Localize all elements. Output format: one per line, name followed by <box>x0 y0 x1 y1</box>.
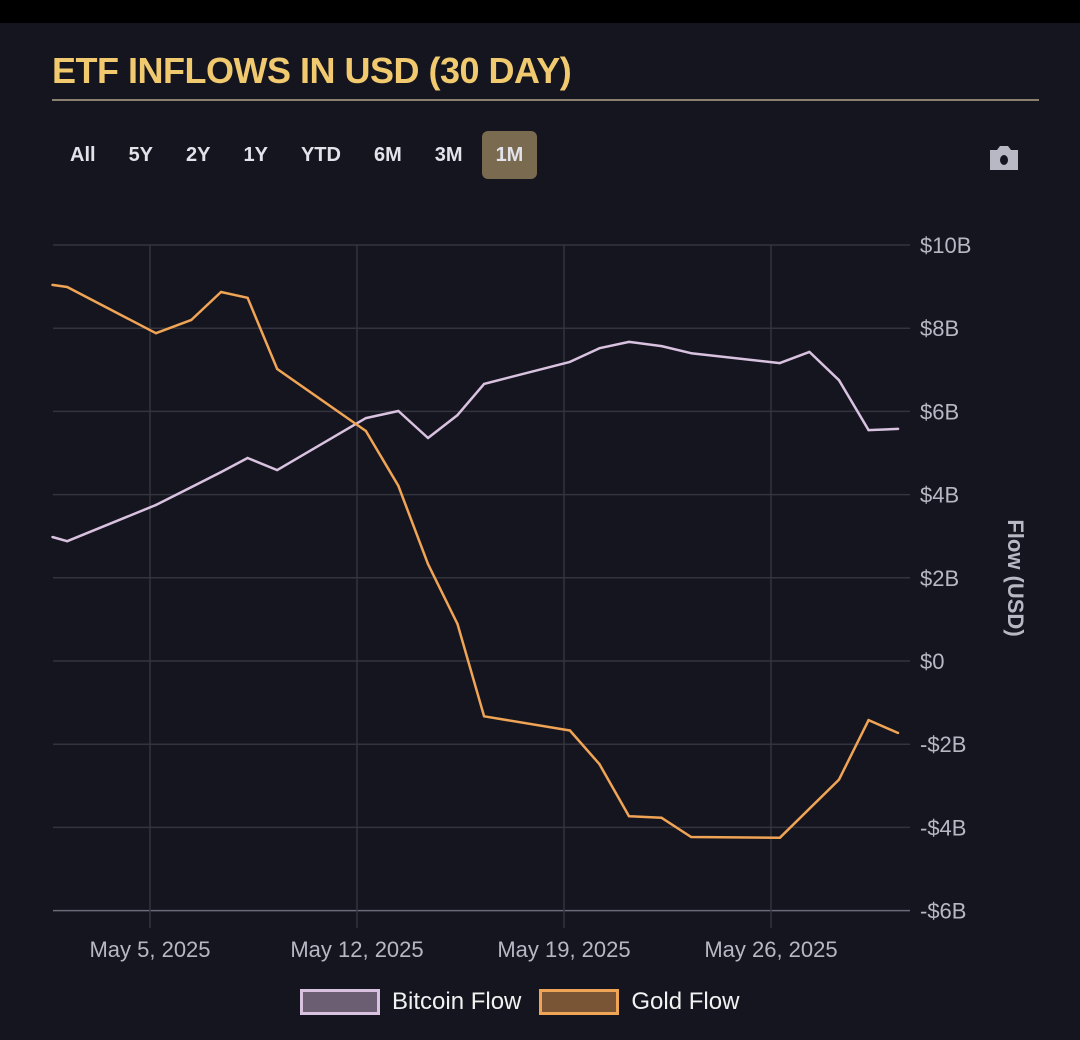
y-axis-label: Flow (USD) <box>1003 519 1028 636</box>
gold-data-point <box>627 814 631 818</box>
page-title: ETF INFLOWS IN USD (30 DAY) <box>52 50 572 91</box>
legend-label: Gold Flow <box>631 988 740 1015</box>
y-tick-label: $10B <box>920 233 971 258</box>
y-tick-label: $4B <box>920 483 959 508</box>
gold-data-point <box>397 484 400 488</box>
bitcoin-data-point <box>154 503 158 507</box>
gold-data-point <box>568 729 572 732</box>
bitcoin-data-point <box>482 382 486 386</box>
bitcoin-data-point <box>598 346 601 350</box>
range-button-6m[interactable]: 6M <box>373 144 402 166</box>
gold-data-point <box>689 835 693 839</box>
range-button-5y[interactable]: 5Y <box>128 144 154 166</box>
bitcoin-data-point <box>689 351 693 355</box>
legend-gold[interactable]: Gold Flow <box>539 988 739 1016</box>
bitcoin-data-point <box>896 427 900 431</box>
title-divider <box>52 99 1039 101</box>
y-tick-label: $6B <box>920 399 959 424</box>
range-button-2y[interactable]: 2Y <box>186 144 211 166</box>
bitcoin-data-point <box>397 409 400 413</box>
gold-data-point <box>364 429 368 433</box>
legend-label: Bitcoin Flow <box>392 988 522 1015</box>
bitcoin-data-point <box>568 360 572 364</box>
bitcoin-data-point <box>246 456 249 460</box>
camera-icon[interactable] <box>987 144 1021 172</box>
bitcoin-data-point <box>660 344 663 348</box>
bitcoin-data-point <box>364 416 368 420</box>
gold-data-point <box>51 283 54 287</box>
bitcoin-data-point <box>426 436 430 440</box>
y-tick-label: -$4B <box>920 815 966 840</box>
y-tick-label: -$2B <box>920 732 966 757</box>
range-button-all[interactable]: All <box>70 144 96 166</box>
range-button-3m[interactable]: 3M <box>434 144 463 166</box>
legend-bitcoin[interactable]: Bitcoin Flow <box>300 988 521 1016</box>
top-bar <box>0 0 1080 23</box>
gold-data-point <box>660 816 663 820</box>
range-button-ytd[interactable]: YTD <box>300 144 341 166</box>
bitcoin-data-point <box>627 340 631 344</box>
bitcoin-data-point <box>66 539 69 543</box>
gold-data-point <box>867 718 870 722</box>
bitcoin-data-point <box>275 468 279 472</box>
gold-data-point <box>426 562 430 566</box>
x-tick-label: May 26, 2025 <box>704 937 837 962</box>
range-button-1y[interactable]: 1Y <box>243 144 268 166</box>
gold-data-point <box>837 778 841 781</box>
bitcoin-data-point <box>219 470 223 474</box>
gold-data-point <box>896 731 900 735</box>
gold-data-point <box>154 331 158 335</box>
range-button-1m[interactable]: 1M <box>481 131 538 179</box>
range-selector: All 5Y 2Y 1Y YTD 6M 3M 1M <box>56 131 542 179</box>
x-tick-label: May 19, 2025 <box>497 937 630 962</box>
bitcoin-data-point <box>867 428 870 432</box>
bitcoin-data-point <box>778 361 782 365</box>
bitcoin-data-point <box>808 350 811 354</box>
gold-data-point <box>246 296 249 300</box>
gold-data-point <box>598 762 601 766</box>
x-tick-label: May 5, 2025 <box>89 937 210 962</box>
gold-data-point <box>456 622 459 626</box>
y-tick-label: $0 <box>920 649 944 674</box>
y-tick-label: $2B <box>920 566 959 591</box>
gold-data-point <box>482 715 486 718</box>
bitcoin-data-point <box>51 535 54 539</box>
y-tick-label: $8B <box>920 316 959 341</box>
gold-data-point <box>219 290 223 294</box>
legend-swatch-gold <box>539 989 620 1015</box>
bitcoin-flow-line <box>52 340 899 543</box>
bitcoin-data-point <box>837 379 841 382</box>
legend: Bitcoin Flow Gold Flow <box>300 988 757 1016</box>
gold-data-point <box>66 285 69 289</box>
bitcoin-data-point <box>456 413 459 417</box>
gold-data-point <box>190 318 193 322</box>
bitcoin-data-point <box>190 485 193 489</box>
x-tick-label: May 12, 2025 <box>290 937 423 962</box>
y-tick-label: -$6B <box>920 899 966 924</box>
legend-swatch-bitcoin <box>300 989 380 1015</box>
gold-data-point <box>275 367 279 371</box>
gold-data-point <box>778 836 782 839</box>
